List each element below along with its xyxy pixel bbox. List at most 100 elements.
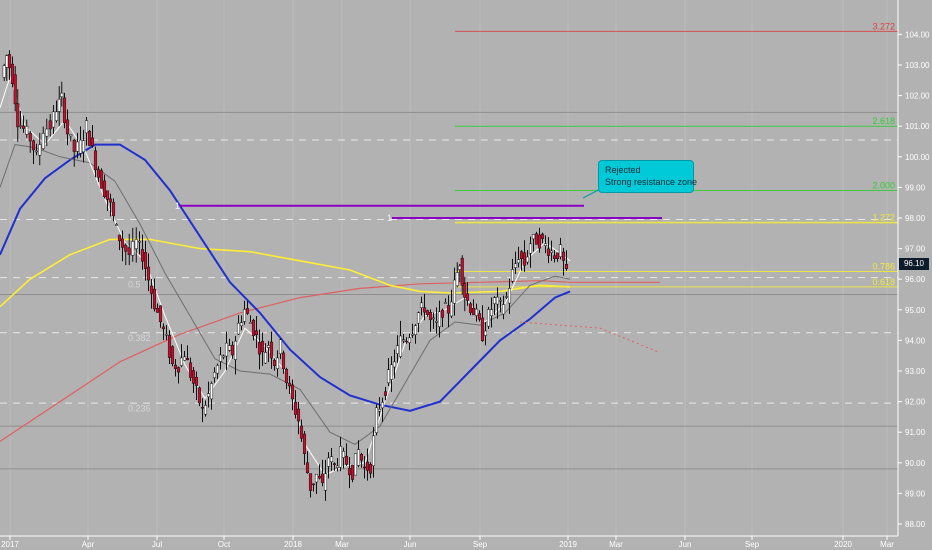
candle-up [455,272,459,287]
candle-up [335,465,340,468]
candle-up [236,323,241,335]
candle-up [206,393,211,397]
price-tick-label: 91.00 [905,428,926,437]
candle-down [127,247,131,255]
annotation-callout[interactable]: Rejected Strong resistance zone [598,160,697,193]
candle-down [7,54,12,69]
candle-down [146,266,151,281]
candle-down [460,258,464,286]
candle-down [281,352,286,370]
candle-up [437,311,442,327]
time-tick-label: Mar [880,540,894,549]
candle-down [404,340,409,343]
candle-down [477,313,482,320]
candle-down [117,234,122,242]
candle-up [114,224,119,226]
candle-down [152,288,157,310]
candle-up [486,309,491,327]
time-tick-label: Apr [82,540,95,549]
ma-yellow [0,238,571,308]
candle-down [28,132,32,142]
resistance-lines: 11 [175,201,662,223]
candle-up [164,333,169,336]
price-tick-label: 94.00 [905,336,926,345]
candle-up [69,134,73,137]
time-tick-labels: 2017 Apr Jul Oct 2018 Mar Jun Sep 2019 Mar Jun Sep 2… [1,536,894,549]
price-tick-labels: 88.00 89.00 90.00 91.00 92.00 93.00 94.00 95.00… [898,30,930,529]
candle-up [314,474,319,483]
candle-down [540,233,545,239]
time-tick-label: Sep [473,540,488,549]
price-tick-label: 92.00 [905,398,926,407]
candle-up [558,244,563,257]
candle-up [25,126,29,135]
candle-up [242,309,247,322]
candle-up [134,239,138,249]
candle-down [120,238,125,248]
candle-up [41,133,45,149]
candle-down [290,384,295,400]
ma-projection [519,321,661,354]
candle-down [344,455,349,465]
candle-up [474,308,479,316]
candle-up [489,309,494,317]
price-tick-label: 102.00 [905,92,930,101]
candle-up [266,345,271,348]
candle-up [528,243,533,254]
candle-down [170,346,175,365]
candle-down [21,125,26,129]
candle-down [269,341,274,359]
candle-up [212,372,217,378]
candle-down [251,319,256,337]
fib-level-label: 0.786 [872,262,895,272]
candle-down [200,406,205,409]
candle-down [320,473,325,483]
candles [2,50,569,501]
time-tick-label: 2019 [559,540,577,549]
candle-up [543,243,548,246]
candle-up [395,345,400,354]
candle-down [362,466,367,469]
candle-down [383,391,388,396]
candle-up [233,340,238,360]
ma-red [0,280,660,442]
candle-down [471,308,476,316]
candle-up [34,150,39,153]
candle-up [492,297,497,304]
candle-down [534,233,539,245]
candle-up [209,383,214,400]
candle-up [401,339,406,342]
candle-down [191,370,196,384]
candle-down [260,340,265,353]
candle-up [392,361,397,368]
candle-down [194,377,199,386]
fib-level-label: 3.272 [872,21,895,31]
candle-up [356,449,361,466]
candle-down [296,408,301,422]
candle-down [537,234,542,249]
candle-down [480,317,485,341]
price-tick-label: 88.00 [905,520,926,529]
candle-up [449,301,454,317]
candle-up [81,140,86,153]
candle-up [431,317,436,320]
candle-up [452,279,457,304]
candle-up [45,128,49,137]
price-tick-label: 89.00 [905,489,926,498]
time-tick-label: Jun [404,540,417,549]
candle-down [257,342,262,355]
candle-up [221,355,226,358]
candle-up [389,364,394,380]
time-tick-label: 2017 [1,540,19,549]
candle-down [519,251,524,260]
candle-up [78,139,83,154]
candle-up [398,335,403,357]
ma-blue [0,143,571,412]
price-tick-label: 97.00 [905,245,926,254]
candle-up [504,296,509,298]
candle-up [507,288,512,304]
candle-down [99,170,104,189]
candle-up [495,296,500,305]
resistance-label: 1 [175,201,180,211]
